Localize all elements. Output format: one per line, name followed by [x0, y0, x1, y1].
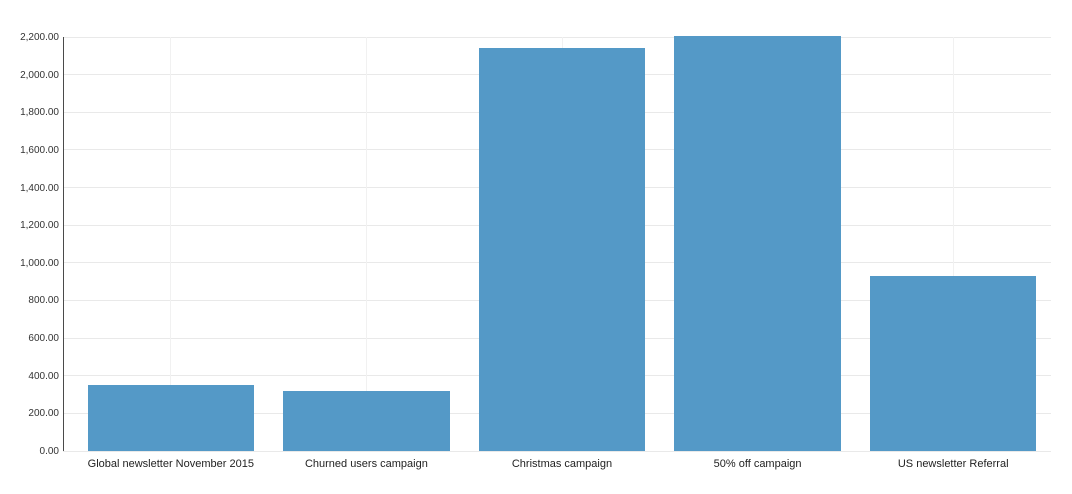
- x-category-label: Christmas campaign: [511, 458, 613, 470]
- x-category-label: Global newsletter November 2015: [87, 458, 254, 470]
- bar-global-newsletter-november-2015[interactable]: [87, 384, 254, 451]
- x-gridline: [365, 37, 367, 451]
- y-axis-line: [63, 37, 64, 451]
- y-tick-label: 1,400.00: [20, 182, 59, 194]
- y-tick-label: 400.00: [28, 370, 59, 382]
- y-gridline: [63, 450, 1051, 452]
- y-gridline: [63, 36, 1051, 38]
- y-tick-label: 1,200.00: [20, 220, 59, 232]
- y-tick-label: 0.00: [39, 446, 59, 457]
- bar-50-off-campaign[interactable]: [674, 36, 841, 451]
- y-tick-label: 200.00: [28, 408, 59, 420]
- x-category-label: Churned users campaign: [304, 458, 428, 470]
- bar-us-newsletter-referral[interactable]: [870, 275, 1037, 451]
- y-tick-label: 1,000.00: [20, 257, 59, 269]
- y-tick-label: 800.00: [28, 295, 59, 307]
- x-category-label: US newsletter Referral: [897, 458, 1009, 470]
- y-tick-label: 1,600.00: [20, 144, 59, 156]
- x-category-label: 50% off campaign: [713, 458, 802, 470]
- y-tick-label: 2,200.00: [20, 32, 59, 43]
- x-gridline: [952, 37, 954, 451]
- bar-churned-users-campaign[interactable]: [283, 391, 450, 451]
- y-tick-label: 2,000.00: [20, 69, 59, 81]
- x-gridline: [170, 37, 172, 451]
- y-tick-label: 1,800.00: [20, 107, 59, 119]
- bar-christmas-campaign[interactable]: [478, 48, 646, 451]
- y-tick-label: 600.00: [28, 333, 59, 345]
